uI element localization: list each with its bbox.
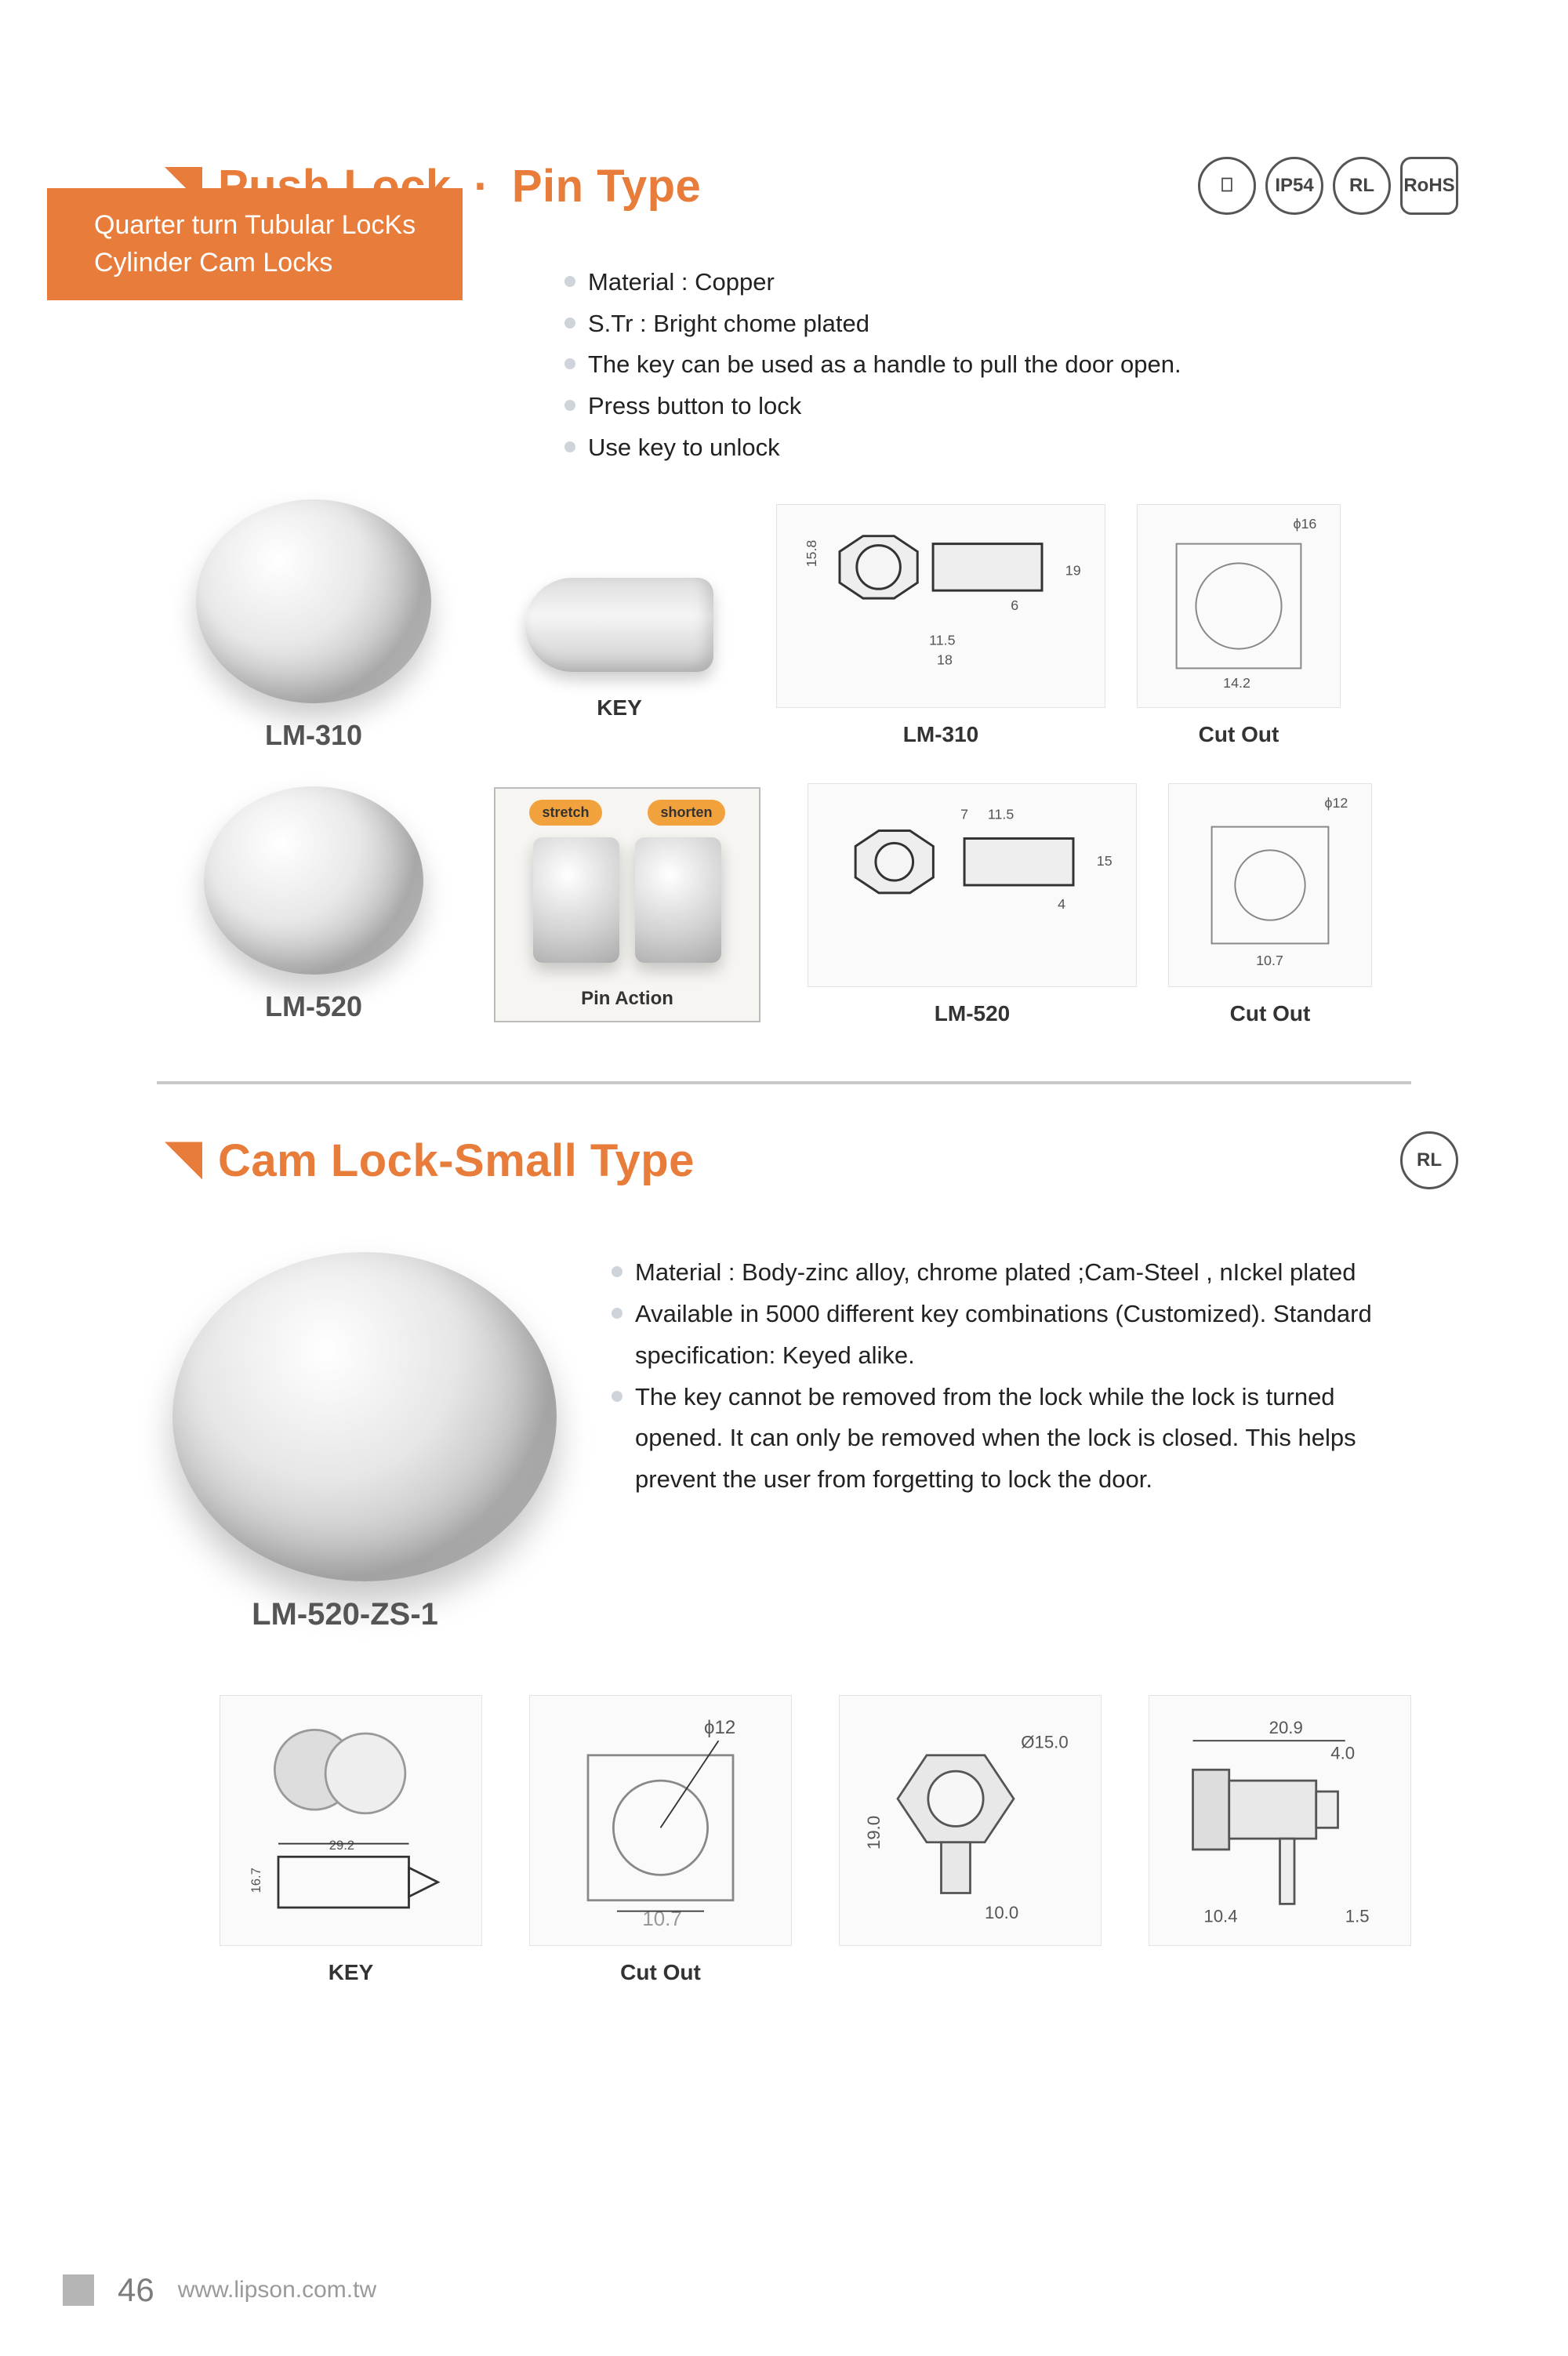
pin-action-label: Pin Action (581, 988, 673, 1010)
key-photo (525, 578, 713, 672)
svg-text:11.5: 11.5 (929, 633, 956, 648)
category-header: Quarter turn Tubular LocKs Cylinder Cam … (47, 188, 463, 300)
svg-text:ϕ12: ϕ12 (704, 1717, 735, 1738)
svg-text:4: 4 (1058, 896, 1065, 912)
side-view-label (1149, 1960, 1411, 1985)
stretch-pill: stretch (529, 800, 601, 826)
title-part-b: Pin Type (512, 161, 701, 212)
svg-text:15.8: 15.8 (804, 540, 819, 568)
cutout-drawing: ϕ12 10.7 (529, 1695, 792, 1946)
svg-text:11.5: 11.5 (988, 807, 1014, 822)
footer-tab-icon (63, 2274, 94, 2306)
certification-badges: ⎕ IP54 RL RoHS (1198, 157, 1458, 215)
side-view-drawing: 20.9 4.0 10.4 1.5 (1149, 1695, 1411, 1946)
technical-drawing-lm310: 19 11.5 18 6 15.8 (776, 504, 1105, 708)
cutout-label: Cut Out (529, 1960, 792, 1985)
svg-text:20.9: 20.9 (1269, 1718, 1303, 1737)
section-divider (157, 1081, 1411, 1084)
product-model: LM-520 (165, 990, 463, 1023)
page-footer: 46 www.lipson.com.tw (63, 2271, 376, 2309)
feature-item: The key cannot be removed from the lock … (612, 1377, 1411, 1501)
product-model: LM-520-ZS-1 (110, 1597, 580, 1632)
svg-text:18: 18 (937, 652, 953, 668)
feature-item: Material : Body-zinc alloy, chrome plate… (612, 1252, 1411, 1294)
drawing-label: LM-520 (808, 1001, 1137, 1026)
feature-item: The key can be used as a handle to pull … (564, 344, 1458, 386)
header-line-2: Cylinder Cam Locks (94, 245, 416, 282)
cutout-drawing-lm520: ϕ12 10.7 (1168, 783, 1372, 987)
svg-text:Ø15.0: Ø15.0 (1021, 1733, 1068, 1752)
svg-text:1.5: 1.5 (1345, 1907, 1370, 1926)
svg-text:ϕ12: ϕ12 (1324, 795, 1348, 811)
product-row-lm310: LM-310 KEY 19 11.5 18 6 15.8 (165, 499, 1458, 752)
triangle-icon (165, 1142, 202, 1179)
feature-item: Press button to lock (564, 386, 1458, 427)
cutout-label: Cut Out (1137, 722, 1341, 747)
certification-badges: RL (1400, 1131, 1458, 1189)
feature-item: Use key to unlock (564, 427, 1458, 469)
badge-generic-icon: ⎕ (1198, 157, 1256, 215)
svg-text:16.7: 16.7 (249, 1868, 263, 1893)
page-number: 46 (118, 2271, 154, 2309)
svg-text:14.2: 14.2 (1223, 676, 1250, 692)
product-model: LM-310 (165, 719, 463, 752)
triangle-icon (165, 167, 202, 205)
feature-item: Material : Copper (564, 262, 1458, 303)
svg-text:29.2: 29.2 (329, 1838, 354, 1853)
header-line-1: Quarter turn Tubular LocKs (94, 207, 416, 245)
feature-list: Material : Copper S.Tr : Bright chome pl… (564, 262, 1458, 468)
product-photo-lm310 (196, 499, 431, 703)
pin-action-photo-stretch (533, 837, 619, 963)
key-label: KEY (494, 695, 745, 721)
key-label: KEY (220, 1960, 482, 1985)
section-title: Cam Lock-Small Type (218, 1134, 695, 1187)
dot-separator: · (464, 161, 499, 212)
svg-text:6: 6 (1011, 597, 1018, 613)
svg-text:15: 15 (1097, 854, 1112, 869)
svg-text:10.4: 10.4 (1203, 1907, 1237, 1926)
drawing-label: LM-310 (776, 722, 1105, 747)
svg-text:4.0: 4.0 (1330, 1744, 1355, 1763)
feature-list: Material : Body-zinc alloy, chrome plate… (612, 1252, 1411, 1632)
svg-text:19.0: 19.0 (864, 1816, 884, 1850)
badge-rohs: RoHS (1400, 157, 1458, 215)
diagram-row: 29.2 16.7 KEY ϕ12 10.7 (220, 1695, 1411, 1985)
pin-action-panel: stretch shorten Pin Action (494, 787, 760, 1022)
svg-text:10.0: 10.0 (985, 1903, 1018, 1922)
feature-item: S.Tr : Bright chome plated (564, 303, 1458, 345)
front-view-drawing: Ø15.0 19.0 10.0 (839, 1695, 1102, 1946)
cutout-label: Cut Out (1168, 1001, 1372, 1026)
product-row-lm520: LM-520 stretch shorten Pin Action (165, 783, 1458, 1026)
svg-text:10.7: 10.7 (1256, 953, 1283, 969)
technical-drawing-lm520: 11.5 7 15 4 (808, 783, 1137, 987)
shorten-pill: shorten (648, 800, 724, 826)
product-photo-lm520 (204, 786, 423, 975)
badge-rl: RL (1400, 1131, 1458, 1189)
website-url: www.lipson.com.tw (178, 2277, 376, 2303)
badge-ip54: IP54 (1265, 157, 1323, 215)
key-drawing: 29.2 16.7 (220, 1695, 482, 1946)
svg-text:7: 7 (960, 807, 968, 822)
feature-item: Available in 5000 different key combinat… (612, 1294, 1411, 1376)
product-photo-lm520zs1 (172, 1252, 557, 1581)
badge-rl: RL (1333, 157, 1391, 215)
section-cam-lock: Cam Lock-Small Type RL LM-520-ZS-1 Mater… (110, 1131, 1458, 1985)
pin-action-photo-shorten (635, 837, 721, 963)
svg-text:ϕ16: ϕ16 (1293, 516, 1316, 532)
svg-text:19: 19 (1065, 563, 1081, 579)
front-view-label (839, 1960, 1102, 1985)
cutout-drawing-lm310: ϕ16 14.2 (1137, 504, 1341, 708)
